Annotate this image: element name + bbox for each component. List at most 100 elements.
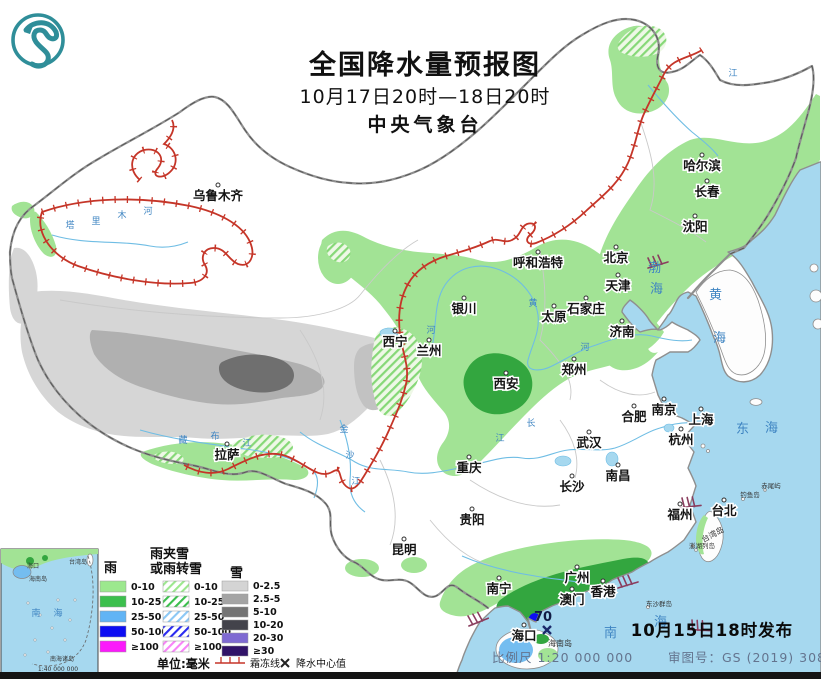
city-label: 兰州 bbox=[416, 343, 441, 358]
sleet-area-tibet-1 bbox=[232, 434, 293, 458]
china-border-dashes-south bbox=[9, 251, 489, 609]
sea-label: 海 bbox=[765, 421, 779, 436]
yangtze-river bbox=[299, 422, 695, 474]
island-dot bbox=[700, 443, 706, 449]
pearl-river bbox=[461, 555, 583, 584]
inset-sea-label: 南 bbox=[31, 607, 40, 619]
precip-center-value: 70 bbox=[534, 610, 552, 625]
legend-range: 10-25 bbox=[194, 597, 224, 608]
province-boundary bbox=[429, 479, 561, 566]
inset-sea-label: 海 bbox=[53, 607, 62, 619]
legend-range: ≥30 bbox=[253, 646, 275, 657]
inset-boundary-dashes bbox=[31, 555, 94, 667]
legend-swatch-snow-5 bbox=[221, 645, 249, 657]
city-label: 郑州 bbox=[561, 362, 586, 377]
legend-range: 50-100 bbox=[131, 627, 168, 638]
inset-hainan bbox=[12, 565, 32, 579]
river-label: 河 bbox=[143, 205, 152, 217]
legend-range: 0-10 bbox=[194, 582, 218, 593]
sea-label: 黄 bbox=[709, 288, 723, 303]
sea-label: 南 bbox=[604, 625, 618, 641]
island-dot bbox=[706, 449, 710, 453]
city-label: 北京 bbox=[603, 250, 629, 265]
legend-swatch-sleet-4 bbox=[162, 640, 190, 653]
tai-lake bbox=[663, 423, 675, 433]
wind-barb bbox=[647, 254, 669, 269]
legend-range: 25-50 bbox=[131, 612, 162, 623]
dongting-lake bbox=[554, 455, 572, 467]
sea bbox=[454, 161, 821, 679]
legend-swatch-snow-0 bbox=[221, 580, 249, 592]
sea-label: 海 bbox=[654, 615, 668, 630]
city-label: 西宁 bbox=[382, 334, 407, 349]
city-label: 长春 bbox=[694, 184, 720, 199]
legend-snow-title: 雪 bbox=[230, 565, 243, 581]
frost-line-symbol bbox=[215, 657, 245, 664]
inset-coast-heavy bbox=[26, 557, 34, 565]
rain-area-hainan-25-50 bbox=[499, 637, 533, 663]
dongsha-island-dot bbox=[646, 605, 650, 609]
sea-label: 海 bbox=[650, 282, 664, 297]
chiwei-island-dot bbox=[763, 488, 767, 492]
city-label: 南昌 bbox=[605, 468, 630, 483]
map-period: 10月17日20时—18日20时 bbox=[300, 86, 551, 108]
province-boundary bbox=[539, 249, 572, 401]
city-label: 哈尔滨 bbox=[683, 158, 721, 173]
city-label: 贵阳 bbox=[459, 512, 484, 527]
dragon-wing-icon bbox=[24, 26, 33, 34]
city-label: 武汉 bbox=[576, 435, 602, 450]
island-label-hainan: 海南岛 bbox=[548, 638, 572, 648]
korea-peninsula bbox=[695, 269, 766, 376]
city-label: 杭州 bbox=[668, 432, 693, 447]
province-boundary bbox=[359, 239, 419, 296]
river-label: 河 bbox=[426, 324, 435, 336]
river-label: 江 bbox=[728, 68, 737, 79]
songhua-river bbox=[647, 84, 719, 157]
inset-taiwan bbox=[86, 553, 94, 567]
river-label: 里 bbox=[91, 216, 100, 227]
legend-sleet-title-2: 或雨转雪 bbox=[150, 561, 202, 577]
island-label-diaoyu: 钓鱼岛 bbox=[740, 490, 760, 499]
rain-area-xian-heavy bbox=[463, 353, 533, 415]
river-label: 长 bbox=[526, 417, 535, 429]
inset-label-haikou: 海口 bbox=[27, 562, 39, 570]
city-label: 合肥 bbox=[621, 409, 647, 424]
rain-area-hainan-0-10 bbox=[538, 648, 558, 662]
city-label: 沈阳 bbox=[682, 219, 707, 234]
river-label: 黄 bbox=[528, 297, 537, 309]
city-label: 台北 bbox=[711, 503, 737, 518]
city-label: 长沙 bbox=[559, 479, 585, 494]
river-label: 金 bbox=[339, 423, 348, 435]
rain-area-tibet-south bbox=[140, 442, 309, 481]
sea-label: 东 bbox=[736, 422, 750, 437]
sleet-area-xining bbox=[371, 327, 422, 417]
island-dot bbox=[809, 289, 821, 303]
city-label: 昆明 bbox=[391, 542, 416, 557]
legend-range: 50-100 bbox=[194, 627, 231, 638]
legend-rain-title: 雨 bbox=[104, 561, 117, 576]
frost-line-loops-north bbox=[128, 118, 180, 183]
legend-range: 0-10 bbox=[131, 582, 155, 593]
inset-scale: 1:40 000 000 bbox=[38, 666, 78, 673]
wind-barb bbox=[467, 611, 490, 627]
city-label: 福州 bbox=[666, 507, 692, 522]
wind-barb bbox=[687, 619, 711, 632]
tarim-river bbox=[51, 234, 189, 248]
city-label: 银川 bbox=[451, 301, 476, 316]
legend-center-label: 降水中心值 bbox=[296, 657, 346, 670]
rain-area-central bbox=[321, 230, 664, 477]
province-boundary bbox=[59, 294, 361, 319]
city-label: 石家庄 bbox=[566, 301, 605, 316]
legend-range: 10-25 bbox=[131, 597, 161, 608]
legend-swatch-sleet-1 bbox=[162, 595, 190, 608]
legend-range: 20-30 bbox=[253, 633, 284, 644]
island-label-penghu: 澎湖列岛 bbox=[689, 541, 715, 550]
rain-area-taiwan-west bbox=[696, 515, 708, 555]
city-label: 乌鲁木齐 bbox=[193, 188, 244, 203]
sea-label: 渤 bbox=[648, 260, 662, 276]
legend-range: 5-10 bbox=[253, 607, 277, 618]
wind-barb bbox=[679, 496, 702, 509]
city-label: 上海 bbox=[688, 412, 714, 427]
legend-frost-label: 霜冻线 bbox=[250, 657, 280, 670]
